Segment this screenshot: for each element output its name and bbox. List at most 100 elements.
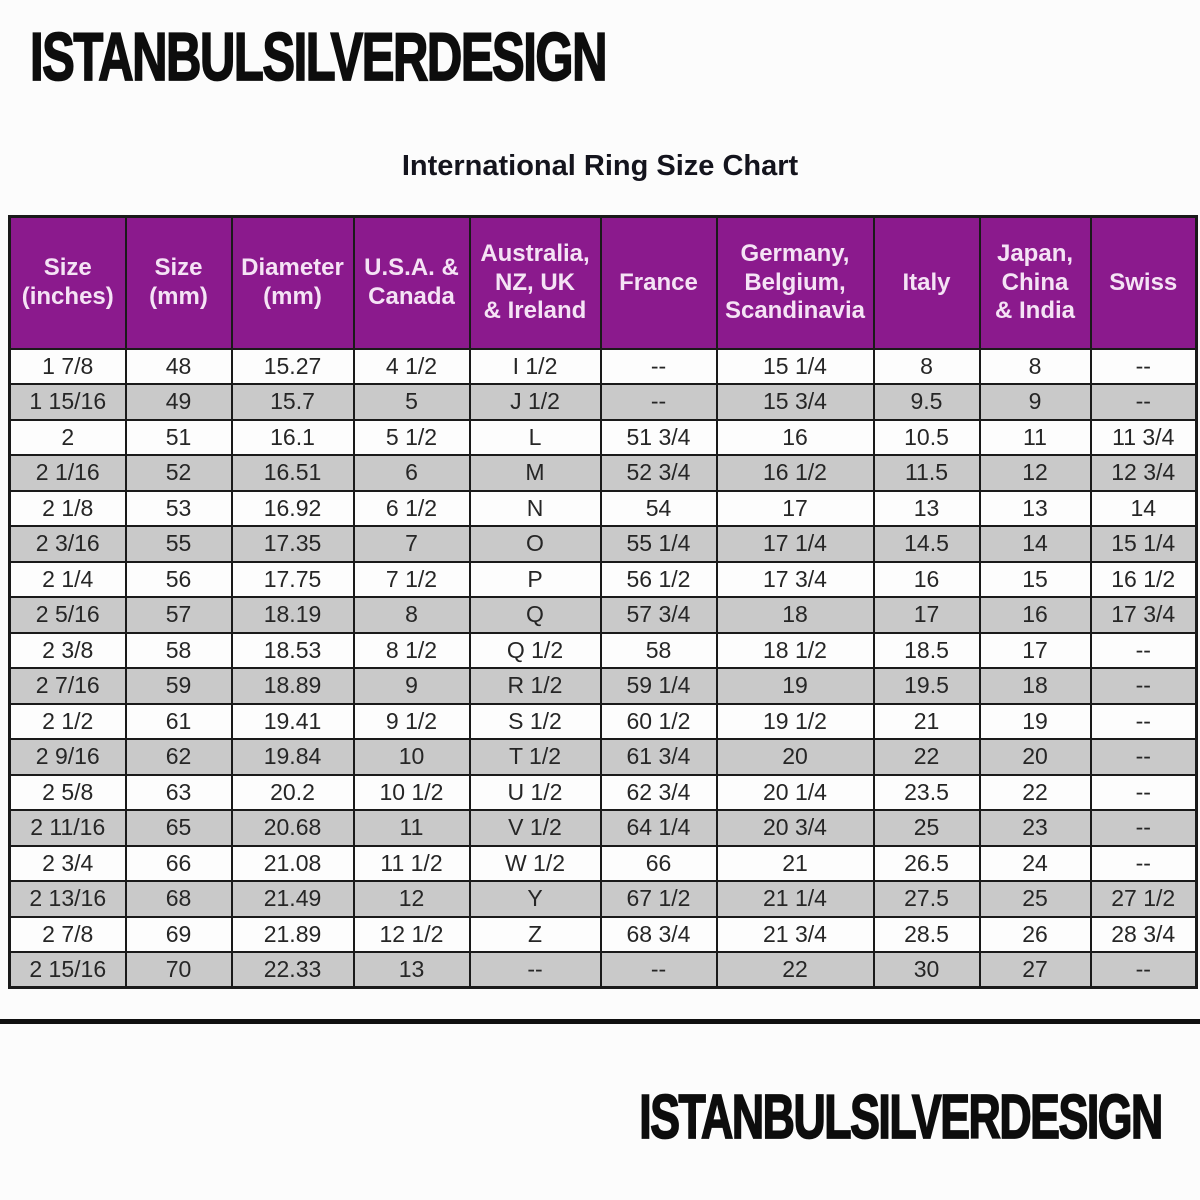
table-cell: 11.5 <box>872 454 981 492</box>
table-cell: 68 <box>124 880 233 918</box>
table-row: 2 7/8 69 21.89 12 1/2 Z 68 3/4 21 3/4 28.5 26 28 … <box>8 915 1198 953</box>
table-cell: 15 1/4 <box>715 347 875 385</box>
table-cell: 17 <box>715 489 875 527</box>
table-cell: -- <box>1089 773 1198 811</box>
table-cell: 27.5 <box>872 880 981 918</box>
table-cell: 17 3/4 <box>715 560 875 598</box>
table-cell: 60 1/2 <box>599 702 718 740</box>
table-cell: 19 <box>978 702 1092 740</box>
table-cell: -- <box>1089 738 1198 776</box>
table-cell: 12 <box>978 454 1092 492</box>
table-cell: 2 5/8 <box>8 773 127 811</box>
table-cell: 14 <box>1089 489 1198 527</box>
table-cell: I 1/2 <box>468 347 602 385</box>
table-cell: 57 3/4 <box>599 596 718 634</box>
table-cell: 16 <box>872 560 981 598</box>
ring-size-table: Size (inches) Size (mm) Diameter (mm) U.S.A… <box>8 215 1198 989</box>
chart-title: International Ring Size Chart <box>401 150 799 182</box>
table-cell: Z <box>468 915 602 953</box>
table-cell: 25 <box>872 809 981 847</box>
column-header: Size (mm) <box>124 215 233 350</box>
table-cell: 49 <box>124 383 233 421</box>
table-cell: U 1/2 <box>468 773 602 811</box>
table-cell: 14.5 <box>872 525 981 563</box>
table-cell: 15 <box>978 560 1092 598</box>
table-cell: 12 1/2 <box>352 915 471 953</box>
table-cell: 16.1 <box>230 418 355 456</box>
table-cell: 53 <box>124 489 233 527</box>
table-cell: 20.68 <box>230 809 355 847</box>
divider-line <box>0 1019 1200 1024</box>
table-row: 1 7/8 48 15.27 4 1/2 I 1/2 -- 15 1/4 8 8 -- <box>8 347 1198 385</box>
table-row: 2 15/16 70 22.33 13 -- -- 22 30 27 -- <box>8 951 1198 989</box>
table-cell: 11 <box>978 418 1092 456</box>
table-cell: 10.5 <box>872 418 981 456</box>
table-cell: 13 <box>978 489 1092 527</box>
table-cell: 22 <box>715 951 875 989</box>
table-cell: 22 <box>872 738 981 776</box>
table-cell: T 1/2 <box>468 738 602 776</box>
table-cell: 16 1/2 <box>715 454 875 492</box>
table-cell: -- <box>599 383 718 421</box>
table-cell: L <box>468 418 602 456</box>
table-cell: 2 3/8 <box>8 631 127 669</box>
table-cell: 21.89 <box>230 915 355 953</box>
table-cell: -- <box>468 951 602 989</box>
table-cell: 62 <box>124 738 233 776</box>
table-cell: 57 <box>124 596 233 634</box>
table-cell: 23 <box>978 809 1092 847</box>
table-cell: 25 <box>978 880 1092 918</box>
table-cell: 20 1/4 <box>715 773 875 811</box>
table-cell: 55 1/4 <box>599 525 718 563</box>
table-cell: 26 <box>978 915 1092 953</box>
column-header: Size (inches) <box>8 215 127 350</box>
table-cell: -- <box>1089 844 1198 882</box>
column-header: U.S.A. & Canada <box>352 215 471 350</box>
table-cell: 15.7 <box>230 383 355 421</box>
table-cell: 17.35 <box>230 525 355 563</box>
table-cell: N <box>468 489 602 527</box>
table-cell: 8 1/2 <box>352 631 471 669</box>
table-row: 2 3/4 66 21.08 11 1/2 W 1/2 66 21 26.5 24 -- <box>8 844 1198 882</box>
table-cell: 10 <box>352 738 471 776</box>
table-cell: 19.41 <box>230 702 355 740</box>
table-cell: 2 13/16 <box>8 880 127 918</box>
table-cell: 18 <box>715 596 875 634</box>
table-cell: 2 3/16 <box>8 525 127 563</box>
table-cell: 55 <box>124 525 233 563</box>
brand-logo-bottom: ISTANBULSILVERDESIGN <box>639 1082 1164 1153</box>
table-cell: 2 3/4 <box>8 844 127 882</box>
table-cell: 2 15/16 <box>8 951 127 989</box>
table-row: 2 13/16 68 21.49 12 Y 67 1/2 21 1/4 27.5 25 27 1/… <box>8 880 1198 918</box>
table-cell: 21 1/4 <box>715 880 875 918</box>
brand-logo-top: ISTANBULSILVERDESIGN <box>29 18 608 96</box>
column-header: Japan, China & India <box>978 215 1092 350</box>
table-cell: 20 <box>978 738 1092 776</box>
table-cell: 30 <box>872 951 981 989</box>
table-cell: 2 9/16 <box>8 738 127 776</box>
table-cell: 2 7/16 <box>8 667 127 705</box>
table-cell: 52 3/4 <box>599 454 718 492</box>
table-cell: M <box>468 454 602 492</box>
table-cell: 69 <box>124 915 233 953</box>
table-cell: 19 <box>715 667 875 705</box>
table-cell: 15 1/4 <box>1089 525 1198 563</box>
table-cell: -- <box>1089 951 1198 989</box>
table-cell: -- <box>599 347 718 385</box>
table-cell: 18.53 <box>230 631 355 669</box>
table-cell: 6 <box>352 454 471 492</box>
table-cell: 16.51 <box>230 454 355 492</box>
table-cell: 2 7/8 <box>8 915 127 953</box>
table-cell: 10 1/2 <box>352 773 471 811</box>
table-row: 2 51 16.1 5 1/2 L 51 3/4 16 10.5 11 11 3/4 <box>8 418 1198 456</box>
table-cell: 2 5/16 <box>8 596 127 634</box>
table-cell: 21 <box>872 702 981 740</box>
table-cell: 18.5 <box>872 631 981 669</box>
table-cell: 27 <box>978 951 1092 989</box>
table-cell: 17 1/4 <box>715 525 875 563</box>
table-cell: 16.92 <box>230 489 355 527</box>
table-cell: 13 <box>872 489 981 527</box>
table-cell: 2 1/2 <box>8 702 127 740</box>
table-cell: Q 1/2 <box>468 631 602 669</box>
table-cell: 20 3/4 <box>715 809 875 847</box>
